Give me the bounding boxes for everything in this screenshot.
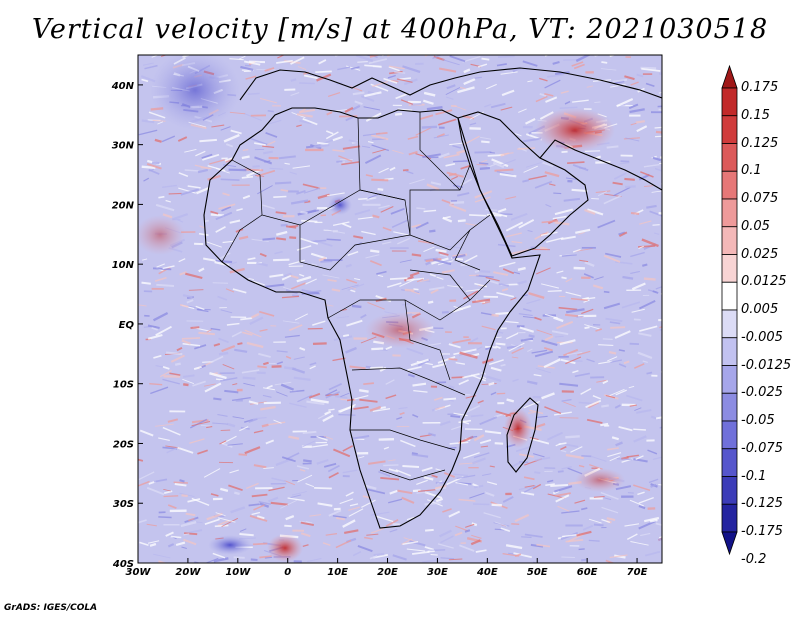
colorbar-swatch [721,337,738,366]
plot-area [138,55,662,563]
latitude-ticks: 40N 30N 20N 10N EQ 10S 20S 30S 40S [111,81,143,570]
europe-coastline [239,67,662,101]
colorbar-level-label: -0.1 [741,468,767,484]
lat-tick-label: EQ [119,320,135,331]
lon-tick-label: 10W [225,567,251,578]
lon-tick-label: 40E [476,567,498,578]
lon-tick-label: 50E [527,567,548,578]
lon-tick-label: 20E [377,567,398,578]
credit-text: GrADS: IGES/COLA [4,603,98,613]
velocity-hotspots [138,55,625,562]
lat-tick-label: 40S [112,559,134,570]
lon-tick-label: 10E [327,567,348,578]
colorbar-swatch [721,87,738,117]
colorbar-level-label: 0.025 [741,246,779,262]
colorbar-level-label: -0.175 [741,524,783,539]
lat-tick-label: 20S [113,439,134,450]
lon-tick-label: 30W [126,567,152,578]
colorbar-swatch [721,281,738,311]
colorbar-level-label: -0.2 [741,551,767,567]
country-borders [221,112,491,481]
colorbar-level-label: 0.005 [741,302,779,317]
colorbar-max-arrow [721,64,738,89]
colorbar-swatch [721,115,738,144]
colorbar-level-label: -0.005 [741,329,783,345]
colorbar-swatch [721,365,738,394]
colorbar-swatch [721,448,738,477]
lon-tick-label: 30E [427,567,448,578]
colorbar-level-label: 0.05 [741,218,770,234]
lat-tick-label: 40N [111,81,135,92]
lon-tick-label: 70E [627,567,648,578]
colorbar-level-label: -0.0125 [741,357,792,373]
colorbar-swatch [721,420,738,450]
colorbar-swatch [721,503,738,533]
arabia-coastline [457,111,589,257]
colorbar-swatch [721,226,738,255]
colorbar-swatch [721,254,738,283]
plot-frame [137,54,663,564]
colorbar-swatch [721,392,738,422]
map-title: Vertical velocity [m/s] at 400hPa, VT: 2… [31,14,769,45]
colorbar-level-label: -0.075 [741,440,783,456]
colorbar-level-label: 0.1 [741,163,762,179]
colorbar [721,64,738,556]
persia-coastline [539,139,662,191]
colorbar-swatch [721,198,738,228]
madagascar-coastline [506,397,539,473]
colorbar-level-label: -0.025 [741,385,783,401]
lon-tick-label: 0 [284,567,291,578]
longitude-ticks: 30W 20W 10W 0 10E 20E 30E 40E 50E 60E 70E [126,558,648,578]
lat-tick-label: 30S [113,499,134,510]
colorbar-min-arrow [721,531,738,556]
colorbar-swatch [721,309,738,339]
lat-tick-label: 10N [112,260,135,271]
lon-tick-label: 60E [577,567,598,578]
lon-tick-label: 20W [175,567,201,578]
colorbar-level-label: -0.05 [741,413,775,428]
lat-tick-label: 10S [113,380,134,391]
colorbar-level-label: 0.0125 [741,274,787,290]
lat-tick-label: 20N [112,200,135,211]
colorbar-level-label: 0.15 [741,107,770,123]
lat-tick-label: 30N [112,141,135,152]
colorbar-swatch [721,143,738,172]
colorbar-level-label: -0.125 [741,496,783,512]
colorbar-level-label: 0.125 [741,135,779,151]
colorbar-level-label: 0.175 [741,80,779,95]
colorbar-level-label: 0.075 [741,191,779,206]
colorbar-swatch [721,476,738,505]
colorbar-swatch [721,170,738,200]
